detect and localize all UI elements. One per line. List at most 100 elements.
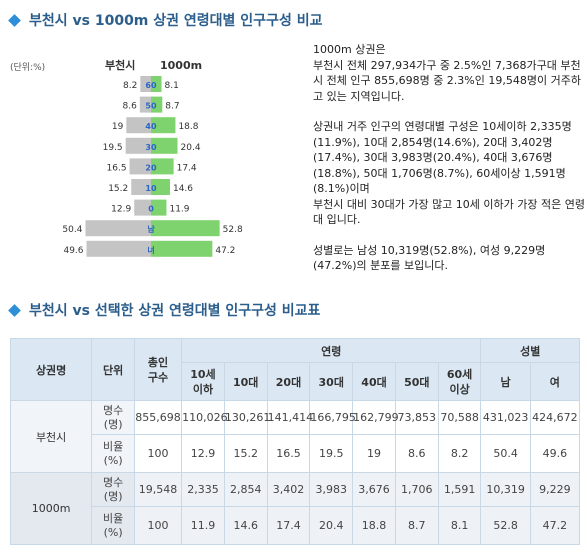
bar-right (151, 137, 178, 154)
header-gender-group: 성별 (480, 338, 580, 363)
cell-ratio: 16.5 (266, 434, 311, 473)
row-unit-count: 명수 (명) (91, 400, 136, 435)
cell-ratio: 12.9 (181, 434, 225, 473)
cell-count: 110,026 (181, 400, 228, 435)
cell-count: 3,402 (266, 472, 311, 507)
bar-right (151, 158, 174, 175)
bar-left (125, 137, 151, 154)
row-unit-count: 명수 (명) (91, 472, 136, 507)
description-panel: 1000m 상권은 부천시 전체 297,934가구 중 2.5%인 7,368… (313, 42, 585, 289)
cell-count: 70,588 (437, 400, 482, 435)
cell-count: 431,023 (480, 400, 531, 435)
cell-ratio: 19 (352, 434, 396, 473)
header-area: 상권명 (9, 338, 93, 401)
value-label-right: 8.7 (165, 102, 179, 112)
category-label: 0 (148, 205, 154, 214)
cell-ratio: 14.6 (223, 506, 268, 545)
chart-right-series-name: 1000m (160, 59, 202, 72)
section-title-text: 부천시 vs 선택한 상권 연령대별 인구구성 비교표 (29, 303, 321, 319)
row-area-name: 부천시 (9, 400, 93, 473)
value-label-left: 8.2 (123, 81, 137, 91)
cell-count: 19,548 (134, 472, 183, 507)
population-comparison-table: 상권명 단위 총인 구수 연령 성별 10세 이하 10대 20대 30대 40… (9, 338, 581, 545)
cell-count: 73,853 (394, 400, 439, 435)
cell-count: 9,229 (529, 472, 581, 507)
description-paragraph-summary: 1000m 상권은 부천시 전체 297,934가구 중 2.5%인 7,368… (313, 43, 581, 103)
bar-left (126, 117, 151, 134)
bar-right (151, 199, 167, 216)
cell-ratio: 8.6 (394, 434, 439, 473)
value-label-right: 18.8 (178, 122, 198, 132)
header-age-under10: 10세 이하 (181, 362, 225, 401)
cell-count: 130,261 (223, 400, 270, 435)
value-label-left: 50.4 (62, 225, 82, 235)
cell-ratio: 8.7 (394, 506, 439, 545)
cell-ratio: 17.4 (266, 506, 311, 545)
bar-right (151, 240, 213, 257)
value-label-right: 8.1 (165, 81, 179, 91)
cell-count: 2,854 (223, 472, 268, 507)
bar-left (134, 199, 151, 216)
bar-right (151, 179, 170, 195)
bar-left (129, 158, 151, 175)
category-label: 남 (147, 224, 155, 234)
cell-ratio: 18.8 (352, 506, 396, 545)
value-label-left: 12.9 (111, 205, 131, 215)
description-paragraph-age: 상권내 거주 인구의 연령대별 구성은 10세이하 2,335명(11.9%),… (313, 120, 585, 226)
diamond-bullet-icon (8, 303, 21, 317)
header-gender-male: 남 (480, 362, 531, 401)
value-label-left: 16.5 (107, 163, 127, 173)
value-label-right: 20.4 (181, 143, 201, 153)
table-row: 비율 (%) 100 12.9 15.2 16.5 19.5 19 8.6 8.2 50.4 49.… (11, 434, 581, 473)
bar-left (85, 220, 151, 237)
category-label: 10 (145, 184, 157, 193)
bar-right (151, 76, 162, 92)
cell-count: 3,676 (352, 472, 396, 507)
table-row: 비율 (%) 100 11.9 14.6 17.4 20.4 18.8 8.7 8.1 52.8 4… (11, 506, 581, 545)
value-label-left: 49.6 (63, 246, 83, 256)
bar-left (139, 96, 151, 113)
category-label: 녀 (147, 245, 154, 255)
cell-count: 162,799 (352, 400, 399, 435)
header-age-30s: 30대 (309, 362, 354, 401)
table-row: 부천시 명수 (명) 855,698 110,026 130,261 141,414 166… (9, 400, 581, 473)
chart-left-series-name: 부천시 (105, 58, 135, 72)
cell-ratio: 15.2 (223, 434, 268, 473)
cell-count: 166,795 (309, 400, 356, 435)
value-label-left: 15.2 (108, 184, 128, 194)
section-title-comparison: 부천시 vs 1000m 상권 연령대별 인구구성 비교 (8, 10, 322, 30)
cell-count: 2,335 (181, 472, 225, 507)
cell-ratio: 8.1 (437, 506, 482, 545)
chart-unit-label: (단위:%) (10, 62, 45, 73)
cell-ratio: 20.4 (309, 506, 354, 545)
cell-ratio: 8.2 (437, 434, 482, 473)
category-label: 20 (145, 163, 157, 172)
cell-ratio: 52.8 (480, 506, 531, 545)
cell-ratio: 100 (134, 434, 183, 473)
value-label-right: 17.4 (177, 163, 197, 173)
cell-ratio: 49.6 (529, 434, 581, 473)
population-pyramid-chart: (단위:%) 부천시 1000m 60 8.2 8.1 50 8.6 8.7 40 19 18.… (10, 58, 243, 257)
value-label-right: 11.9 (169, 205, 189, 215)
cell-count: 10,319 (480, 472, 531, 507)
category-label: 50 (145, 102, 157, 111)
header-age-20s: 20대 (266, 362, 311, 401)
value-label-left: 19.5 (103, 143, 123, 153)
header-age-50s: 50대 (394, 362, 439, 401)
bar-right (151, 117, 176, 134)
cell-ratio: 47.2 (529, 506, 581, 545)
header-gender-female: 여 (529, 362, 581, 401)
category-label: 30 (145, 143, 157, 152)
cell-ratio: 11.9 (181, 506, 225, 545)
bar-left (131, 179, 151, 195)
header-unit: 단위 (91, 338, 136, 401)
category-label: 60 (145, 81, 157, 90)
value-label-right: 47.2 (215, 246, 235, 256)
row-unit-ratio: 비율 (%) (91, 506, 136, 545)
value-label-left: 8.6 (122, 102, 137, 112)
cell-count: 3,983 (309, 472, 354, 507)
cell-count: 141,414 (266, 400, 313, 435)
cell-ratio: 50.4 (480, 434, 531, 473)
value-label-right: 52.8 (223, 225, 243, 235)
section-title-text: 부천시 vs 1000m 상권 연령대별 인구구성 비교 (29, 13, 323, 29)
